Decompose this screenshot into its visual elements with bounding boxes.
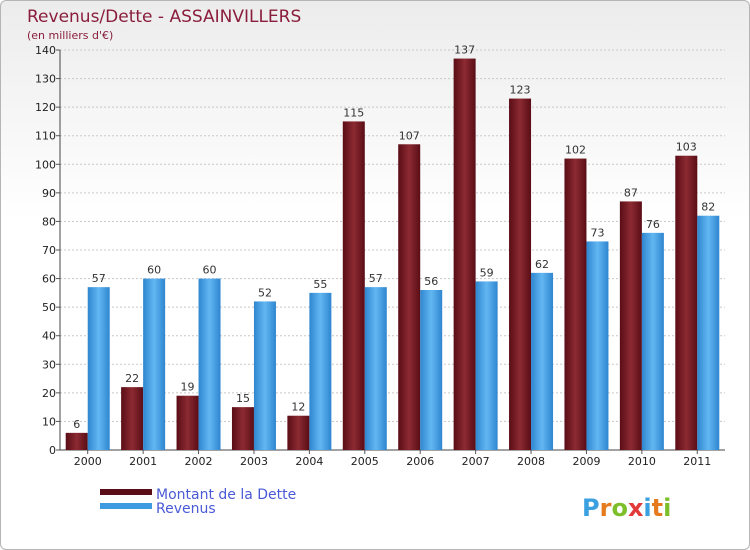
logo-letter: i xyxy=(663,494,671,522)
y-tick-label: 100 xyxy=(35,158,56,171)
data-label: 102 xyxy=(565,144,586,157)
data-label: 12 xyxy=(291,401,305,414)
x-tick-label: 2000 xyxy=(74,455,102,468)
data-label: 123 xyxy=(510,84,531,97)
y-tick-label: 70 xyxy=(42,244,56,257)
data-label: 60 xyxy=(203,264,217,277)
bar-revenus xyxy=(586,241,609,450)
x-tick-label: 2004 xyxy=(295,455,323,468)
bar-revenus xyxy=(641,232,664,450)
y-tick-label: 120 xyxy=(35,101,56,114)
data-label: 103 xyxy=(676,141,697,154)
legend-swatch-revenus xyxy=(100,503,152,509)
bar-revenus xyxy=(309,292,332,450)
legend-swatch-dette xyxy=(100,489,152,495)
bar-dette xyxy=(509,98,532,451)
logo-letter: P xyxy=(582,494,600,522)
y-tick-label: 80 xyxy=(42,215,56,228)
logo-letter: r xyxy=(600,494,612,522)
bar-dette xyxy=(231,407,254,450)
bar-revenus xyxy=(531,272,554,450)
x-tick-label: 2011 xyxy=(683,455,711,468)
data-label: 15 xyxy=(236,392,250,405)
data-label: 55 xyxy=(313,278,327,291)
logo-letter: x xyxy=(628,494,644,522)
y-tick-label: 60 xyxy=(42,273,56,286)
x-tick-label: 2005 xyxy=(351,455,379,468)
y-tick-label: 90 xyxy=(42,187,56,200)
bar-revenus xyxy=(475,281,498,450)
y-tick-label: 130 xyxy=(35,73,56,86)
y-tick-label: 50 xyxy=(42,301,56,314)
data-label: 57 xyxy=(92,272,106,285)
bar-revenus xyxy=(87,287,110,450)
chart-title: Revenus/Dette - ASSAINVILLERS xyxy=(27,7,301,27)
x-tick-label: 2007 xyxy=(462,455,490,468)
y-tick-label: 110 xyxy=(35,130,56,143)
data-label: 57 xyxy=(369,272,383,285)
y-tick-label: 20 xyxy=(42,387,56,400)
chart-subtitle: (en milliers d'€) xyxy=(27,29,113,42)
bar-revenus xyxy=(420,290,443,450)
x-tick-label: 2009 xyxy=(572,455,600,468)
bar-dette xyxy=(342,121,365,450)
data-label: 73 xyxy=(590,226,604,239)
x-tick-label: 2006 xyxy=(406,455,434,468)
y-tick-label: 10 xyxy=(42,415,56,428)
data-label: 59 xyxy=(480,266,494,279)
bar-dette xyxy=(287,415,310,450)
legend-label-revenus: Revenus xyxy=(156,501,216,517)
bar-dette xyxy=(398,144,421,451)
x-tick-label: 2008 xyxy=(517,455,545,468)
x-tick-label: 2002 xyxy=(185,455,213,468)
data-label: 56 xyxy=(424,275,438,288)
bar-revenus xyxy=(198,278,221,450)
bar-dette xyxy=(675,155,698,450)
data-label: 107 xyxy=(399,129,420,142)
data-label: 52 xyxy=(258,286,272,299)
proxiti-logo: Proxiti xyxy=(582,494,671,522)
legend-label-dette: Montant de la Dette xyxy=(156,487,296,503)
data-label: 62 xyxy=(535,258,549,271)
y-tick-label: 140 xyxy=(35,44,56,57)
data-label: 115 xyxy=(343,106,364,119)
bar-dette xyxy=(176,395,199,450)
bar-dette xyxy=(619,201,642,450)
bar-dette xyxy=(564,158,587,451)
data-label: 6 xyxy=(73,418,80,431)
bar-revenus xyxy=(697,215,720,450)
data-label: 22 xyxy=(125,372,139,385)
data-label: 137 xyxy=(454,44,475,57)
bar-dette xyxy=(121,387,144,450)
x-axis: 2000 2001 2002 2003 2004 2005 2006 2007 2008 2009… xyxy=(74,450,711,468)
data-label: 19 xyxy=(181,381,195,394)
logo-letter: i xyxy=(643,494,651,522)
bar-revenus xyxy=(253,301,276,450)
bar-revenus xyxy=(143,278,166,450)
bar-revenus xyxy=(364,287,387,450)
y-tick-label: 0 xyxy=(49,444,56,457)
data-label: 87 xyxy=(624,186,638,199)
y-axis: 0 10 20 30 40 50 60 70 80 90 100 110 120 130 140 xyxy=(35,44,725,457)
x-tick-label: 2010 xyxy=(628,455,656,468)
bars xyxy=(65,58,720,451)
bar-dette xyxy=(453,58,476,450)
y-tick-label: 30 xyxy=(42,358,56,371)
data-label: 60 xyxy=(147,264,161,277)
bar-dette xyxy=(65,432,88,450)
x-tick-label: 2001 xyxy=(129,455,157,468)
y-tick-label: 40 xyxy=(42,330,56,343)
data-labels: 6 57 22 60 19 60 15 52 12 55 115 57 107 56 137 59 123 62 1… xyxy=(73,44,715,431)
data-label: 82 xyxy=(701,201,715,214)
logo-letter: o xyxy=(611,494,628,522)
x-tick-label: 2003 xyxy=(240,455,268,468)
data-label: 76 xyxy=(646,218,660,231)
logo-letter: t xyxy=(652,494,663,522)
logo-text: Proxiti xyxy=(582,494,671,522)
legend: Montant de la Dette Revenus xyxy=(100,487,296,517)
